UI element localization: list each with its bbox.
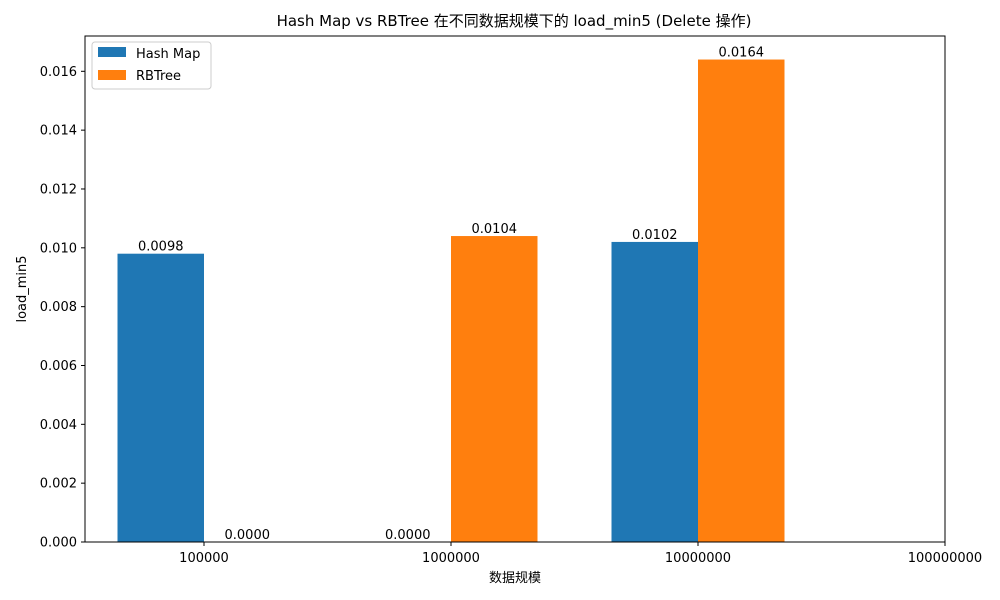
y-tick-label: 0.012 — [40, 182, 77, 197]
bar-rbtree-1000000 — [451, 236, 538, 542]
legend-label-rbtree: RBTree — [136, 69, 181, 84]
x-axis-label: 数据规模 — [489, 571, 541, 586]
x-axis-ticks: 100000 1000000 10000000 100000000 — [179, 542, 982, 566]
bar-value-label: 0.0000 — [225, 528, 271, 543]
bar-value-labels: 0.0098 0.0000 0.0102 0.0000 0.0104 0.0164 — [138, 46, 764, 543]
plot-frame — [84, 35, 946, 543]
x-tick-label: 1000000 — [422, 551, 480, 566]
bar-value-label: 0.0098 — [138, 240, 184, 255]
bar-value-label: 0.0000 — [385, 528, 431, 543]
x-tick-label: 100000 — [179, 551, 229, 566]
x-tick-label: 100000000 — [908, 551, 982, 566]
bar-value-label: 0.0102 — [632, 228, 678, 243]
y-axis-label: load_min5 — [15, 255, 30, 322]
bars — [117, 59, 785, 543]
y-tick-label: 0.002 — [40, 477, 77, 492]
bar-value-label: 0.0104 — [472, 222, 518, 237]
y-axis-ticks: 0.000 0.002 0.004 0.006 0.008 0.010 0.012 0.014… — [40, 65, 85, 551]
legend-swatch-rbtree — [98, 70, 126, 80]
legend: Hash Map RBTree — [91, 41, 212, 90]
y-tick-label: 0.016 — [40, 65, 77, 80]
legend-swatch-hash-map — [98, 47, 126, 57]
x-tick-label: 10000000 — [665, 551, 731, 566]
legend-label-hash-map: Hash Map — [136, 47, 200, 62]
bar-hash-map-10000000 — [611, 241, 698, 542]
bar-value-label: 0.0164 — [719, 46, 765, 61]
y-tick-label: 0.014 — [40, 124, 77, 139]
y-tick-label: 0.010 — [40, 241, 77, 256]
y-tick-label: 0.000 — [40, 536, 77, 551]
y-tick-label: 0.006 — [40, 359, 77, 374]
bar-hash-map-100000 — [117, 253, 204, 542]
y-tick-label: 0.004 — [40, 418, 77, 433]
y-tick-label: 0.008 — [40, 300, 77, 315]
chart-title: Hash Map vs RBTree 在不同数据规模下的 load_min5 (… — [277, 12, 752, 31]
bar-rbtree-10000000 — [698, 59, 785, 543]
